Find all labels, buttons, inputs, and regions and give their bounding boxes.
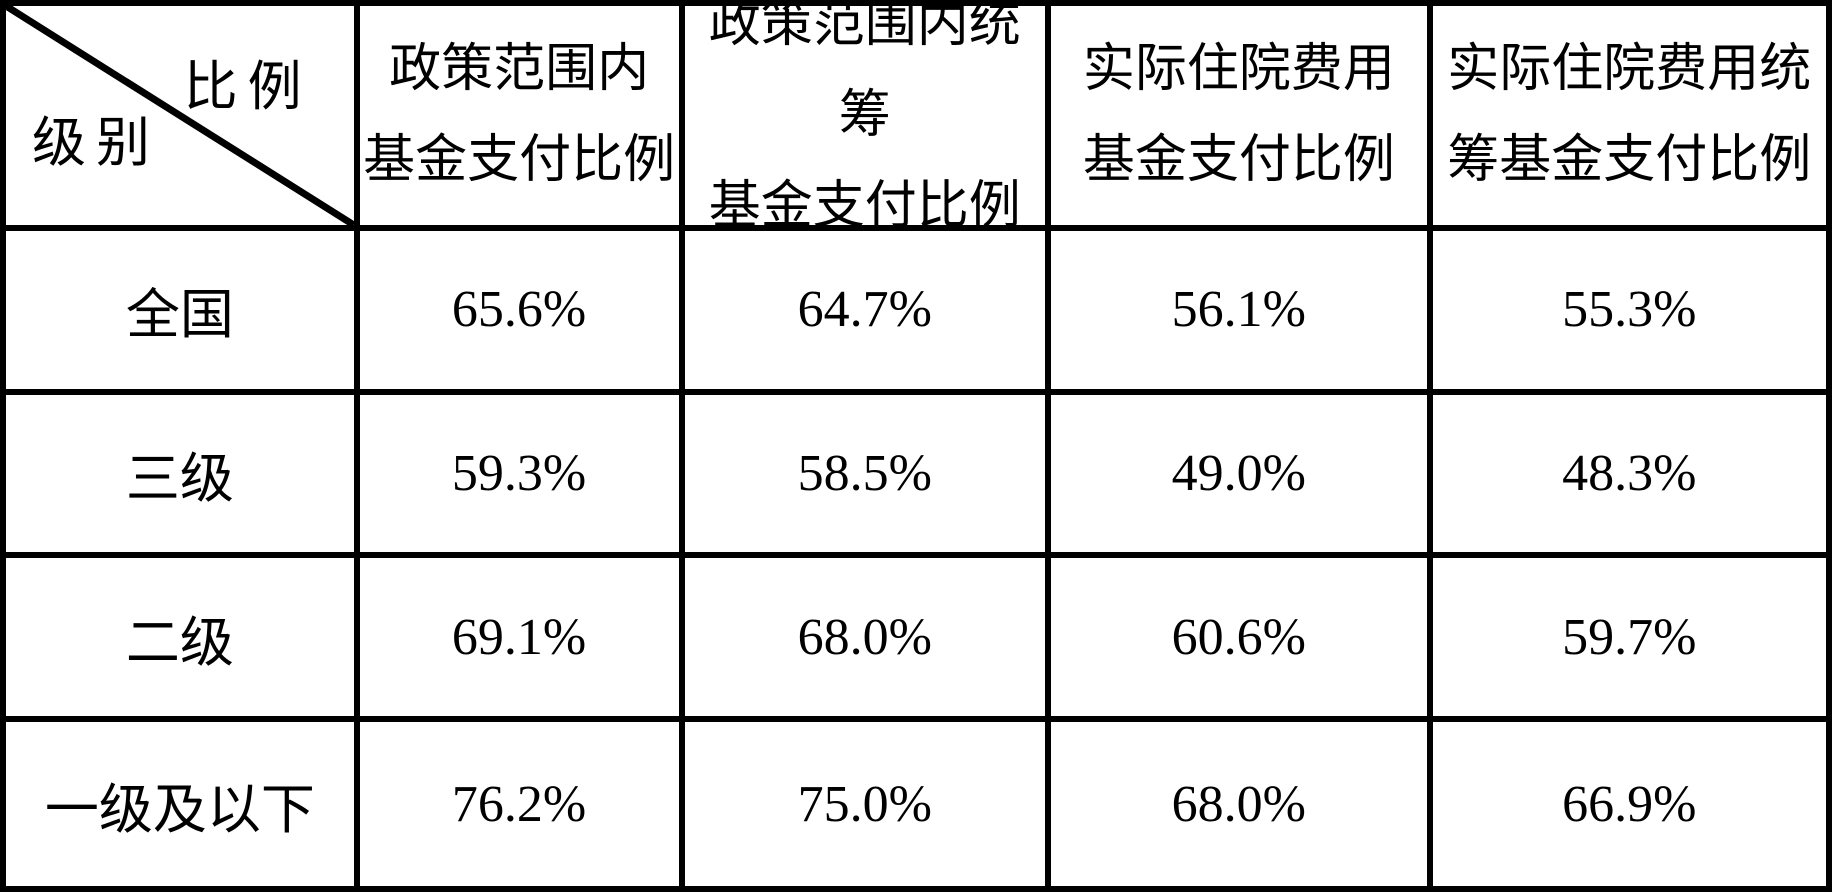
value-tier2-actual-fund: 60.6%	[1051, 558, 1433, 723]
column-header-policy-pooled-fund: 政策范围内统筹 基金支付比例	[684, 6, 1052, 231]
column-header-actual-fund: 实际住院费用 基金支付比例	[1051, 6, 1433, 231]
value-national-policy-pooled: 64.7%	[684, 230, 1052, 395]
corner-label-level: 级别	[32, 113, 160, 174]
corner-label-ratio: 比例	[183, 57, 312, 117]
value-tier2-policy-fund: 69.1%	[359, 558, 685, 723]
row-label-national: 全国	[6, 230, 360, 395]
row-label-tier3: 三级	[6, 394, 360, 559]
value-tier1-actual-pooled: 66.9%	[1562, 775, 1697, 833]
row-label-tier2: 二级	[6, 558, 360, 723]
column-header-actual-pooled-fund: 实际住院费用统 筹基金支付比例	[1432, 6, 1826, 231]
value-national-actual-pooled: 55.3%	[1432, 231, 1826, 395]
value-tier3-actual-pooled: 48.3%	[1432, 395, 1826, 559]
value-tier2-actual-pooled: 59.7%	[1432, 558, 1826, 723]
value-tier3-policy-fund: 59.3%	[359, 394, 685, 559]
column-header-policy-fund: 政策范围内 基金支付比例	[359, 6, 685, 231]
value-tier1-policy-pooled: 75.0%	[685, 722, 1052, 886]
value-national-policy-fund: 65.6%	[359, 230, 685, 395]
row-label-tier1-below: 一级及以下	[6, 722, 360, 886]
value-tier2-policy-pooled: 68.0%	[684, 558, 1052, 723]
value-tier3-policy-pooled: 58.5%	[684, 394, 1052, 559]
value-tier1-policy-fund: 76.2%	[360, 722, 685, 886]
value-tier3-actual-fund: 49.0%	[1051, 394, 1433, 559]
value-national-actual-fund: 56.1%	[1051, 230, 1433, 395]
value-tier1-actual-fund: 68.0%	[1051, 722, 1433, 886]
corner-header-cell: 比例 级别	[6, 6, 360, 231]
diagonal-divider-line	[6, 6, 354, 225]
